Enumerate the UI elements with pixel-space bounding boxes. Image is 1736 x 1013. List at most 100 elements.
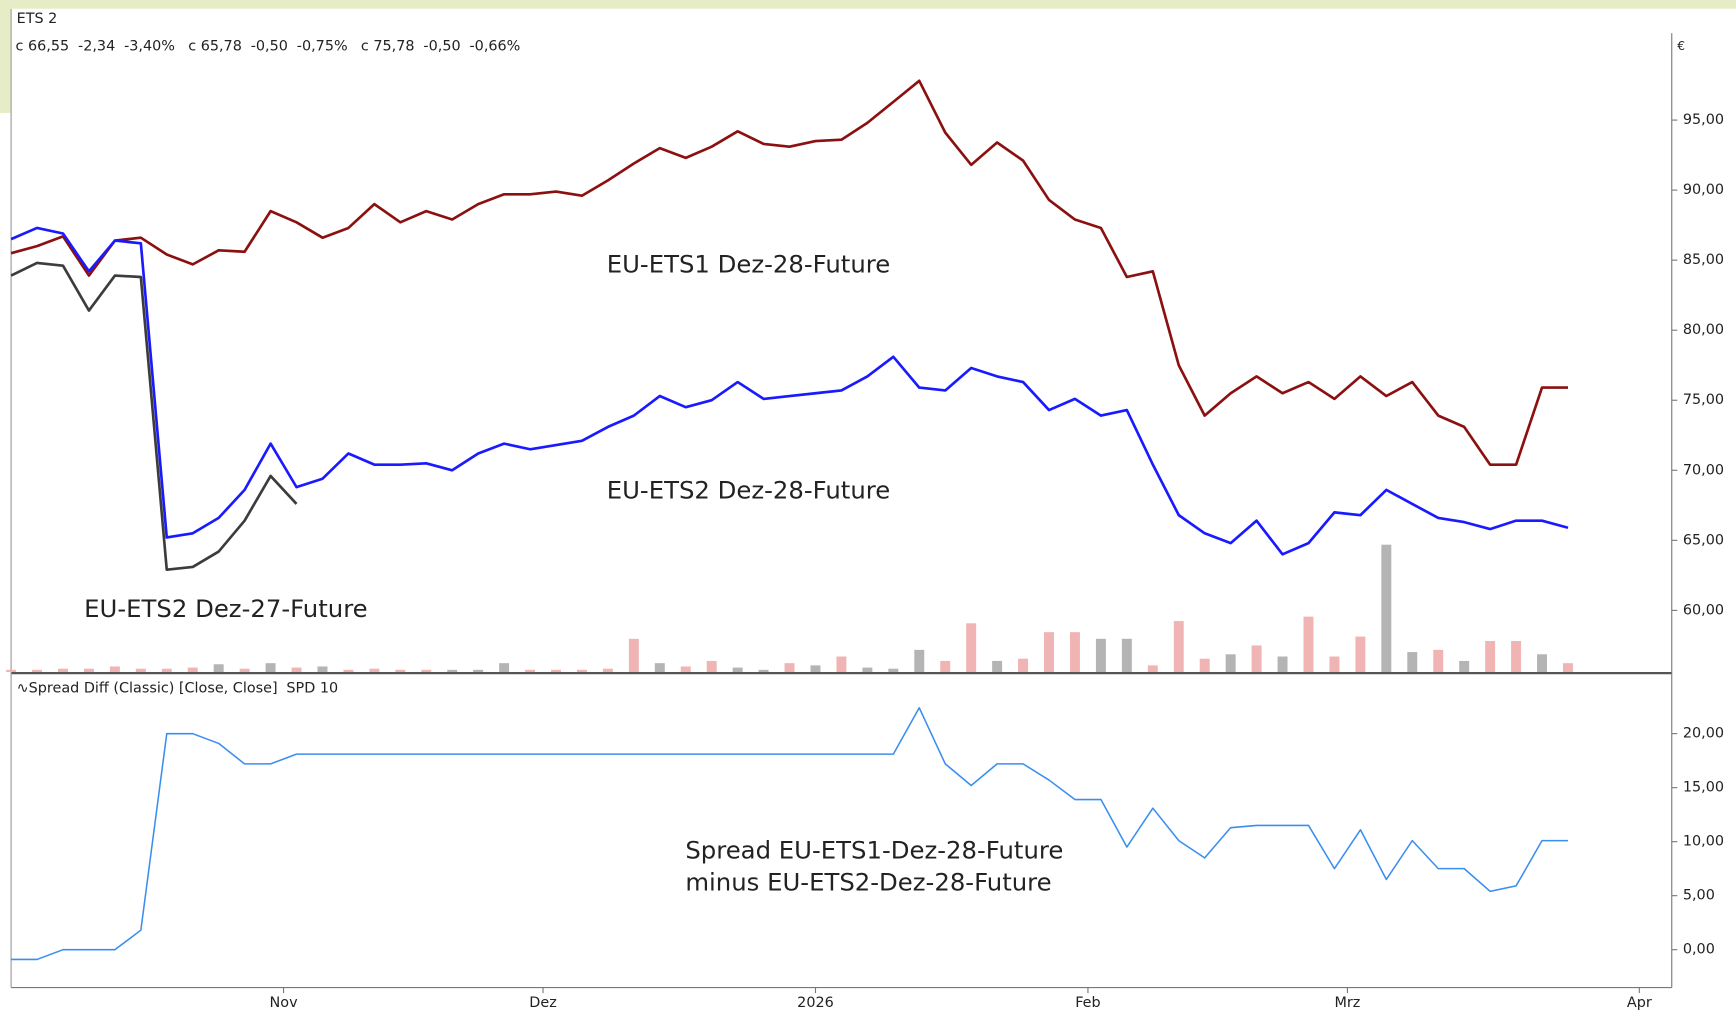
series-label: EU-ETS2 Dez-27-Future [84, 594, 367, 623]
frame-top [0, 0, 1736, 9]
volume-bar [473, 669, 484, 673]
volume-bar [1147, 665, 1158, 673]
volume-bar [1251, 645, 1262, 673]
volume-bar [628, 638, 639, 673]
volume-bar [1225, 654, 1236, 673]
series-line [10, 261, 298, 572]
volume-bar [1407, 652, 1418, 673]
volume-bar [940, 660, 951, 673]
y-tick-label: 65,00 [1683, 532, 1724, 548]
x-tick-label: Mrz [1334, 995, 1360, 1011]
volume-bar [187, 667, 198, 673]
x-tick-label: Feb [1075, 995, 1100, 1011]
volume-bar [551, 669, 561, 673]
y-tick-label: 80,00 [1683, 322, 1724, 338]
volume-bar [499, 663, 510, 673]
volume-bar [32, 669, 43, 673]
volume-bar [706, 660, 717, 673]
volume-bar [1121, 638, 1132, 673]
volume-bar [343, 669, 354, 673]
volume-bar [317, 666, 328, 673]
series-label: EU-ETS1 Dez-28-Future [607, 250, 890, 279]
volume-bar [265, 663, 276, 673]
volume-bar [966, 623, 977, 673]
volume-bar [1199, 658, 1210, 673]
volume-bar [1095, 638, 1106, 673]
volume-bar [914, 649, 925, 673]
legend-percent: -0,75% [297, 38, 348, 54]
legend-close: c 75,78 [361, 38, 415, 54]
y-tick-label: 85,00 [1683, 252, 1724, 268]
volume-bar [1433, 649, 1444, 673]
legend-change: -0,50 [251, 38, 288, 54]
y-tick-label: 0,00 [1683, 942, 1715, 958]
volume-bar [1044, 632, 1054, 673]
volume-bar [421, 669, 432, 673]
volume-bar [1537, 654, 1548, 673]
volume-bar [239, 668, 250, 673]
y-tick-label: 15,00 [1683, 780, 1724, 796]
series-line [10, 226, 1569, 556]
x-tick-label: Apr [1627, 995, 1652, 1011]
volume-bar [784, 663, 795, 673]
legend-close: c 65,78 [188, 38, 242, 54]
volume-bar [135, 668, 146, 673]
series-label: EU-ETS2 Dez-28-Future [607, 476, 890, 505]
volume-bar [1485, 641, 1496, 673]
volume-bar [1381, 544, 1392, 673]
y-tick-label: 60,00 [1683, 602, 1724, 618]
volume-bar [888, 668, 899, 673]
y-tick-label: 75,00 [1683, 392, 1724, 408]
volume-bar [758, 669, 769, 673]
indicator-subtitle: SPD 10 [286, 681, 338, 697]
volume-bar [836, 656, 847, 673]
volume-bar [525, 669, 536, 673]
legend-change: -0,50 [423, 38, 460, 54]
y-tick-label: 95,00 [1683, 112, 1724, 128]
series-line [11, 706, 1569, 961]
volume-bar [109, 666, 120, 673]
y-tick-label: 5,00 [1683, 888, 1715, 904]
volume-bar [6, 669, 17, 673]
x-tick-label: Nov [270, 995, 299, 1011]
volume-bar [369, 668, 380, 673]
volume-bar [1018, 658, 1029, 673]
annotation: minus EU-ETS2-Dez-28-Future [685, 867, 1051, 896]
series-line [10, 79, 1569, 466]
y-tick-label: 20,00 [1683, 726, 1724, 742]
volume-bar [1562, 663, 1573, 673]
x-tick-label: Dez [529, 995, 556, 1011]
y-tick-label: 90,00 [1683, 182, 1724, 198]
y-tick-label: 70,00 [1683, 462, 1724, 478]
volume-bar [1511, 641, 1522, 673]
volume-bar [810, 665, 821, 673]
volume-bar [732, 667, 743, 673]
volume-bar [291, 667, 302, 673]
legend-change: -2,34 [78, 38, 115, 54]
panel-background [11, 8, 1736, 1013]
y-tick-label: 10,00 [1683, 834, 1724, 850]
annotation: Spread EU-ETS1-Dez-28-Future [685, 835, 1063, 864]
volume-bar [1355, 636, 1366, 673]
volume-bar [213, 664, 224, 673]
volume-bar [1303, 616, 1314, 673]
volume-bar [395, 669, 406, 673]
frame-left [0, 0, 12, 113]
volume-bar [680, 666, 691, 673]
volume-bar [1069, 632, 1080, 673]
volume-bar [161, 668, 172, 673]
volume-bar [654, 663, 665, 673]
volume-bar [58, 668, 68, 673]
volume-bar [602, 668, 613, 673]
volume-bar [1459, 660, 1470, 673]
volume-bar [992, 660, 1003, 673]
y-axis-label: € [1677, 39, 1685, 53]
volume-bar [1329, 656, 1340, 673]
indicator-title: ∿Spread Diff (Classic) [Close, Close] [17, 681, 278, 697]
volume-bar [1173, 621, 1184, 673]
legend-percent: -3,40% [124, 38, 175, 54]
legend-percent: -0,66% [469, 38, 520, 54]
volume-bar [447, 669, 458, 673]
volume-bar [83, 668, 94, 673]
